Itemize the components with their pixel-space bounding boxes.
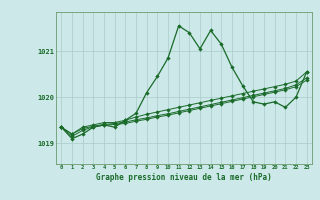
X-axis label: Graphe pression niveau de la mer (hPa): Graphe pression niveau de la mer (hPa) bbox=[96, 173, 272, 182]
